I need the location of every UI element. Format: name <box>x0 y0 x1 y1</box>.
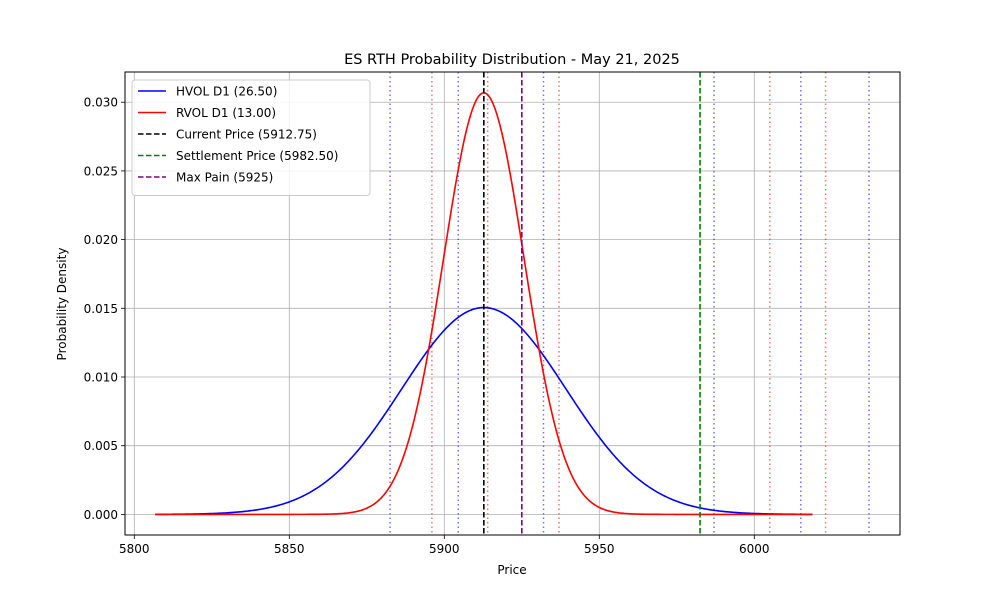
legend: HVOL D1 (26.50) RVOL D1 (13.00) Current Pr… <box>131 79 371 196</box>
y-tick-label: 0.020 <box>84 233 118 247</box>
y-tick-label: 0.010 <box>84 371 118 385</box>
legend-label: Settlement Price (5982.50) <box>176 149 338 163</box>
legend-label: HVOL D1 (26.50) <box>176 85 277 99</box>
reference-lines <box>389 72 870 535</box>
x-tick-label: 5850 <box>274 542 305 556</box>
x-axis-label: Price <box>497 563 526 577</box>
legend-box <box>131 79 371 196</box>
y-tick-label: 0.005 <box>84 439 118 453</box>
chart-title: ES RTH Probability Distribution - May 21… <box>344 52 680 68</box>
legend-label: RVOL D1 (13.00) <box>176 106 276 120</box>
x-tick-label: 6000 <box>739 542 770 556</box>
marker-lines <box>483 72 701 535</box>
y-tick-label: 0.015 <box>84 302 118 316</box>
y-tick-label: 0.000 <box>84 508 118 522</box>
x-tick-label: 5800 <box>119 542 150 556</box>
legend-label: Current Price (5912.75) <box>176 128 317 142</box>
x-tick-label: 5900 <box>429 542 460 556</box>
y-axis-label: Probability Density <box>55 248 69 361</box>
y-tick-label: 0.030 <box>84 96 118 110</box>
axis-ticks: 5800 5850 5900 5950 6000 0.000 0.005 0.010 0.015… <box>84 96 770 556</box>
legend-label: Max Pain (5925) <box>176 171 273 185</box>
x-tick-label: 5950 <box>584 542 615 556</box>
plot-area-frame <box>124 71 901 536</box>
y-tick-label: 0.025 <box>84 164 118 178</box>
